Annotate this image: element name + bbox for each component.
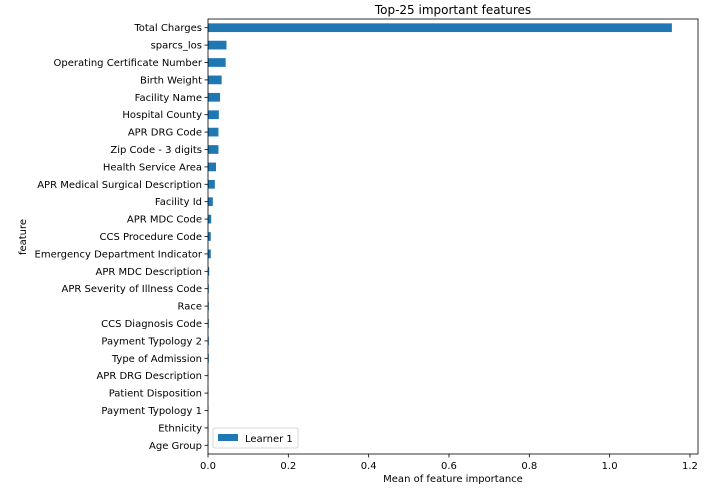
y-tick-label: Total Charges	[133, 23, 202, 34]
bar	[208, 75, 222, 85]
bar	[208, 58, 226, 67]
bar	[208, 40, 227, 50]
y-tick-label: Race	[177, 302, 202, 313]
plot-frame	[207, 18, 699, 455]
bar	[208, 284, 209, 294]
y-axis-ticks: Total Charges sparcs_los Operating Certifi…	[35, 23, 208, 452]
x-tick-label: 0.6	[441, 461, 457, 472]
y-tick-label: Emergency Department Indicator	[35, 249, 203, 260]
y-tick-label: Birth Weight	[140, 75, 202, 86]
y-tick-label: APR DRG Description	[96, 371, 202, 382]
bar	[208, 249, 211, 259]
legend: Learner 1	[212, 427, 299, 449]
bar	[208, 110, 219, 120]
y-tick-label: Health Service Area	[103, 162, 202, 173]
y-tick-label: APR DRG Code	[128, 128, 202, 139]
bar	[208, 214, 212, 224]
legend-box	[212, 427, 299, 449]
y-tick-label: CCS Procedure Code	[99, 232, 202, 243]
x-tick-label: 0.0	[200, 461, 216, 472]
bar	[208, 319, 209, 328]
y-tick-label: APR MDC Description	[96, 267, 202, 278]
y-tick-label: Payment Typology 2	[101, 336, 202, 347]
y-tick-label: APR Medical Surgical Description	[37, 180, 202, 191]
y-tick-label: sparcs_los	[151, 41, 202, 52]
y-tick-label: Type of Admission	[111, 354, 202, 365]
y-tick-label: CCS Diagnosis Code	[101, 319, 202, 330]
bar	[208, 145, 219, 154]
bar	[208, 353, 209, 363]
bar	[208, 92, 221, 102]
y-tick-label: Payment Typology 1	[101, 406, 202, 417]
x-tick-label: 0.8	[521, 461, 537, 472]
y-axis-label: feature	[18, 219, 29, 255]
x-tick-label: 0.2	[280, 461, 296, 472]
legend-swatch	[218, 434, 238, 441]
bar	[208, 336, 209, 346]
y-tick-label: Facility Id	[155, 197, 202, 208]
x-tick-label: 1.0	[602, 461, 618, 472]
y-tick-label: Zip Code - 3 digits	[110, 145, 202, 156]
bar	[208, 179, 215, 189]
x-tick-label: 1.2	[682, 461, 698, 472]
y-tick-label: Facility Name	[135, 93, 202, 104]
x-axis-ticks: 0.0 0.2 0.4 0.6 0.8 1.0 1.2	[200, 454, 698, 472]
y-tick-label: Operating Certificate Number	[54, 58, 203, 69]
bar	[208, 23, 672, 33]
bar	[208, 232, 211, 241]
bar	[208, 127, 219, 137]
y-tick-label: Age Group	[149, 441, 202, 452]
bar	[208, 266, 210, 276]
bar	[208, 301, 209, 311]
bar	[208, 197, 213, 207]
y-tick-label: Ethnicity	[158, 423, 202, 434]
x-axis-label: Mean of feature importance	[383, 474, 523, 485]
bar	[208, 162, 217, 172]
x-tick-label: 0.4	[361, 461, 377, 472]
y-tick-label: Patient Disposition	[109, 389, 202, 400]
y-tick-label: APR MDC Code	[127, 215, 202, 226]
legend-label: Learner 1	[245, 434, 293, 445]
bars-group	[208, 23, 672, 450]
y-tick-label: Hospital County	[122, 110, 202, 121]
y-tick-label: APR Severity of Illness Code	[62, 284, 203, 295]
chart-title: Top-25 important features	[374, 3, 531, 17]
